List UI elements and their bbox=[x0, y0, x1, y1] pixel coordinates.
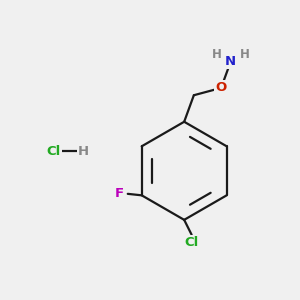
Text: Cl: Cl bbox=[184, 236, 199, 249]
Text: F: F bbox=[115, 187, 124, 200]
Text: H: H bbox=[240, 48, 250, 62]
Text: N: N bbox=[225, 55, 236, 68]
Text: Cl: Cl bbox=[46, 145, 61, 158]
Text: O: O bbox=[215, 81, 227, 94]
Text: H: H bbox=[212, 48, 221, 62]
Text: H: H bbox=[78, 145, 89, 158]
